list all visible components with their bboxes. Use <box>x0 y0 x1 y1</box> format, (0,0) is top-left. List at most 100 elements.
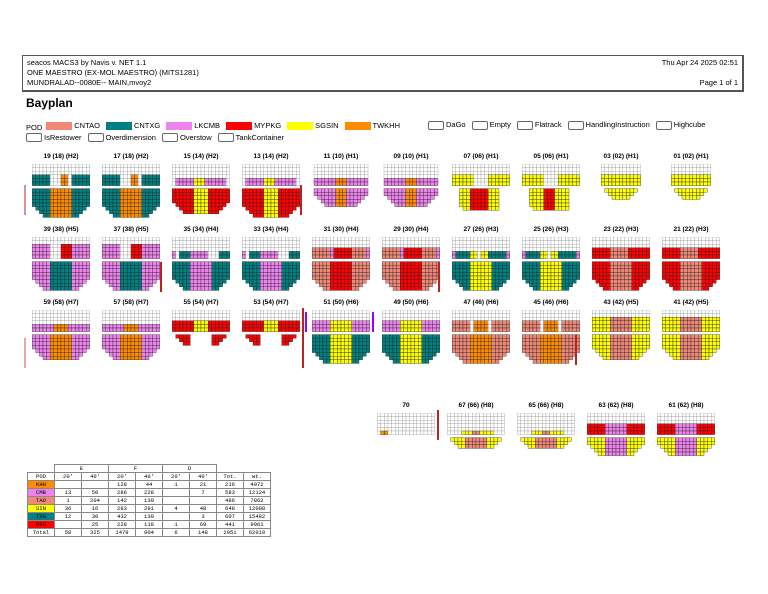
container-slot <box>120 324 124 329</box>
container-slot <box>46 272 51 277</box>
bay-section-view <box>172 164 230 214</box>
container-slot <box>78 188 83 193</box>
container-slot <box>109 279 114 284</box>
container-slot <box>152 188 157 193</box>
empty-slot <box>324 167 329 172</box>
color-swatch <box>166 121 193 130</box>
empty-slot <box>414 310 419 314</box>
container-slot <box>689 181 693 186</box>
empty-slot <box>409 167 413 172</box>
container-slot <box>488 199 492 204</box>
container-slot <box>242 275 246 280</box>
container-slot <box>565 261 570 266</box>
empty-slot <box>480 171 485 175</box>
container-slot <box>405 192 410 196</box>
container-slot <box>130 327 135 332</box>
empty-slot <box>35 164 40 168</box>
container-slot <box>346 195 351 200</box>
empty-slot <box>281 240 286 245</box>
container-slot <box>82 244 87 248</box>
empty-slot <box>355 310 360 314</box>
container-slot <box>470 283 474 287</box>
empty-slot <box>193 174 198 179</box>
legend-label: Overstow <box>179 132 212 142</box>
flatrack-icon <box>516 120 533 130</box>
container-slot <box>152 334 157 339</box>
container-slot <box>123 341 128 346</box>
container-slot <box>71 275 76 280</box>
empty-slot <box>355 237 360 241</box>
container-slot <box>182 268 187 273</box>
container-slot <box>324 195 329 200</box>
empty-slot <box>193 171 198 175</box>
empty-slot <box>330 317 334 321</box>
container-slot <box>339 188 343 193</box>
empty-slot <box>366 310 370 314</box>
container-slot <box>414 359 419 364</box>
container-slot <box>141 202 146 207</box>
container-slot <box>39 338 44 342</box>
container-slot <box>215 334 220 339</box>
container-slot <box>116 338 121 342</box>
container-slot <box>328 199 333 204</box>
empty-slot <box>344 313 349 318</box>
container-slot <box>222 202 227 207</box>
empty-slot <box>484 247 489 252</box>
container-slot <box>134 202 139 207</box>
empty-slot <box>208 317 212 321</box>
empty-slot <box>672 244 677 248</box>
container-slot <box>360 181 365 186</box>
container-slot <box>292 279 297 284</box>
container-slot <box>148 254 153 259</box>
container-slot <box>256 261 261 266</box>
container-slot <box>683 261 688 266</box>
empty-slot <box>696 171 701 175</box>
container-slot <box>278 261 282 266</box>
empty-slot <box>35 313 40 318</box>
container-slot <box>39 272 44 277</box>
empty-slot <box>324 171 329 175</box>
container-slot <box>182 327 187 332</box>
container-slot <box>208 324 212 329</box>
container-slot <box>127 265 132 269</box>
container-slot <box>218 181 223 186</box>
container-slot <box>412 195 417 200</box>
container-slot <box>263 206 268 211</box>
container-slot <box>123 352 128 357</box>
container-slot <box>716 275 720 280</box>
container-slot <box>398 178 403 183</box>
container-slot <box>145 338 150 342</box>
container-slot <box>362 265 367 269</box>
empty-slot <box>245 171 250 175</box>
container-slot <box>46 286 51 291</box>
empty-slot <box>78 171 83 175</box>
container-slot <box>669 251 674 256</box>
empty-slot <box>550 171 555 175</box>
container-slot <box>281 265 286 269</box>
empty-slot <box>525 240 530 245</box>
container-slot <box>53 195 58 200</box>
empty-slot <box>427 174 431 179</box>
container-slot <box>366 327 370 332</box>
container-slot <box>193 279 198 284</box>
container-slot <box>274 272 279 277</box>
empty-slot <box>418 237 422 241</box>
empty-slot <box>148 171 153 175</box>
container-slot <box>313 188 318 193</box>
empty-slot <box>50 174 54 179</box>
container-slot <box>102 275 106 280</box>
empty-slot <box>127 237 132 241</box>
container-slot <box>120 286 124 291</box>
container-slot <box>418 341 422 346</box>
empty-slot <box>572 247 577 252</box>
empty-slot <box>525 237 530 241</box>
empty-slot <box>204 317 209 321</box>
empty-slot <box>127 247 132 252</box>
container-slot <box>635 279 640 284</box>
empty-slot <box>701 244 706 248</box>
bay-title: 15 (14) (H2) <box>183 153 219 160</box>
container-slot <box>249 334 254 339</box>
container-slot <box>410 327 415 332</box>
empty-slot <box>674 167 679 172</box>
empty-slot <box>218 240 223 245</box>
